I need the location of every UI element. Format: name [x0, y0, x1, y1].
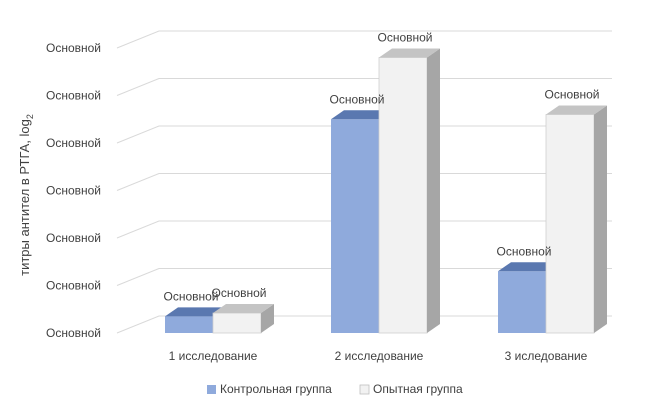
y-axis-title: титры антител в РТГА, log2 [17, 114, 35, 276]
legend: Контрольная группа Опытная группа [207, 382, 463, 396]
bar-top [213, 304, 274, 314]
data-label: Основной [329, 92, 384, 106]
y-axis-title-main: титры антител в РТГА, log [17, 119, 32, 276]
data-label: Основной [163, 289, 218, 303]
x-category-label: 3 иследование [505, 349, 588, 363]
y-tick-label: Основной [46, 326, 101, 340]
bar-top [331, 110, 392, 120]
bar [378, 57, 428, 334]
bar [545, 114, 595, 334]
bar [165, 316, 213, 333]
y-tick-label: Основной [46, 279, 101, 293]
gridline [116, 125, 612, 144]
legend-entry: Опытная группа [373, 382, 463, 396]
y-tick-label: Основной [46, 136, 101, 150]
data-label: Основной [496, 244, 551, 258]
bar [498, 271, 546, 333]
y-axis-title-subscript: 2 [25, 114, 35, 119]
bar-layer [165, 48, 607, 334]
bar-top [379, 48, 440, 58]
data-label: Основной [211, 286, 266, 300]
bar [331, 119, 379, 333]
legend-swatch [207, 385, 216, 394]
y-tick-label: Основной [46, 184, 101, 198]
gridline [116, 268, 612, 286]
y-tick-label: Основной [46, 41, 101, 55]
gridline [116, 220, 612, 239]
legend-swatch [359, 384, 370, 395]
bar-top [546, 105, 607, 115]
bar-side [427, 48, 440, 333]
x-category-label: 1 исследование [169, 349, 258, 363]
bar-side [261, 304, 274, 333]
y-tick-label: Основной [46, 89, 101, 103]
grid-layer: ОсновнойОсновнойОсновнойОсновнойОсновной… [46, 30, 612, 340]
gridline [116, 315, 612, 334]
gridline [116, 78, 612, 96]
bar-side [594, 105, 607, 333]
gridline [116, 173, 612, 191]
data-label: Основной [377, 31, 432, 45]
gridline [116, 30, 612, 49]
legend-entry: Контрольная группа [220, 382, 332, 396]
bar [212, 312, 262, 334]
x-category-label: 2 исследование [335, 349, 424, 363]
data-label: Основной [544, 88, 599, 102]
y-tick-label: Основной [46, 231, 101, 245]
bar-top [165, 307, 226, 317]
bar-top [498, 262, 559, 272]
